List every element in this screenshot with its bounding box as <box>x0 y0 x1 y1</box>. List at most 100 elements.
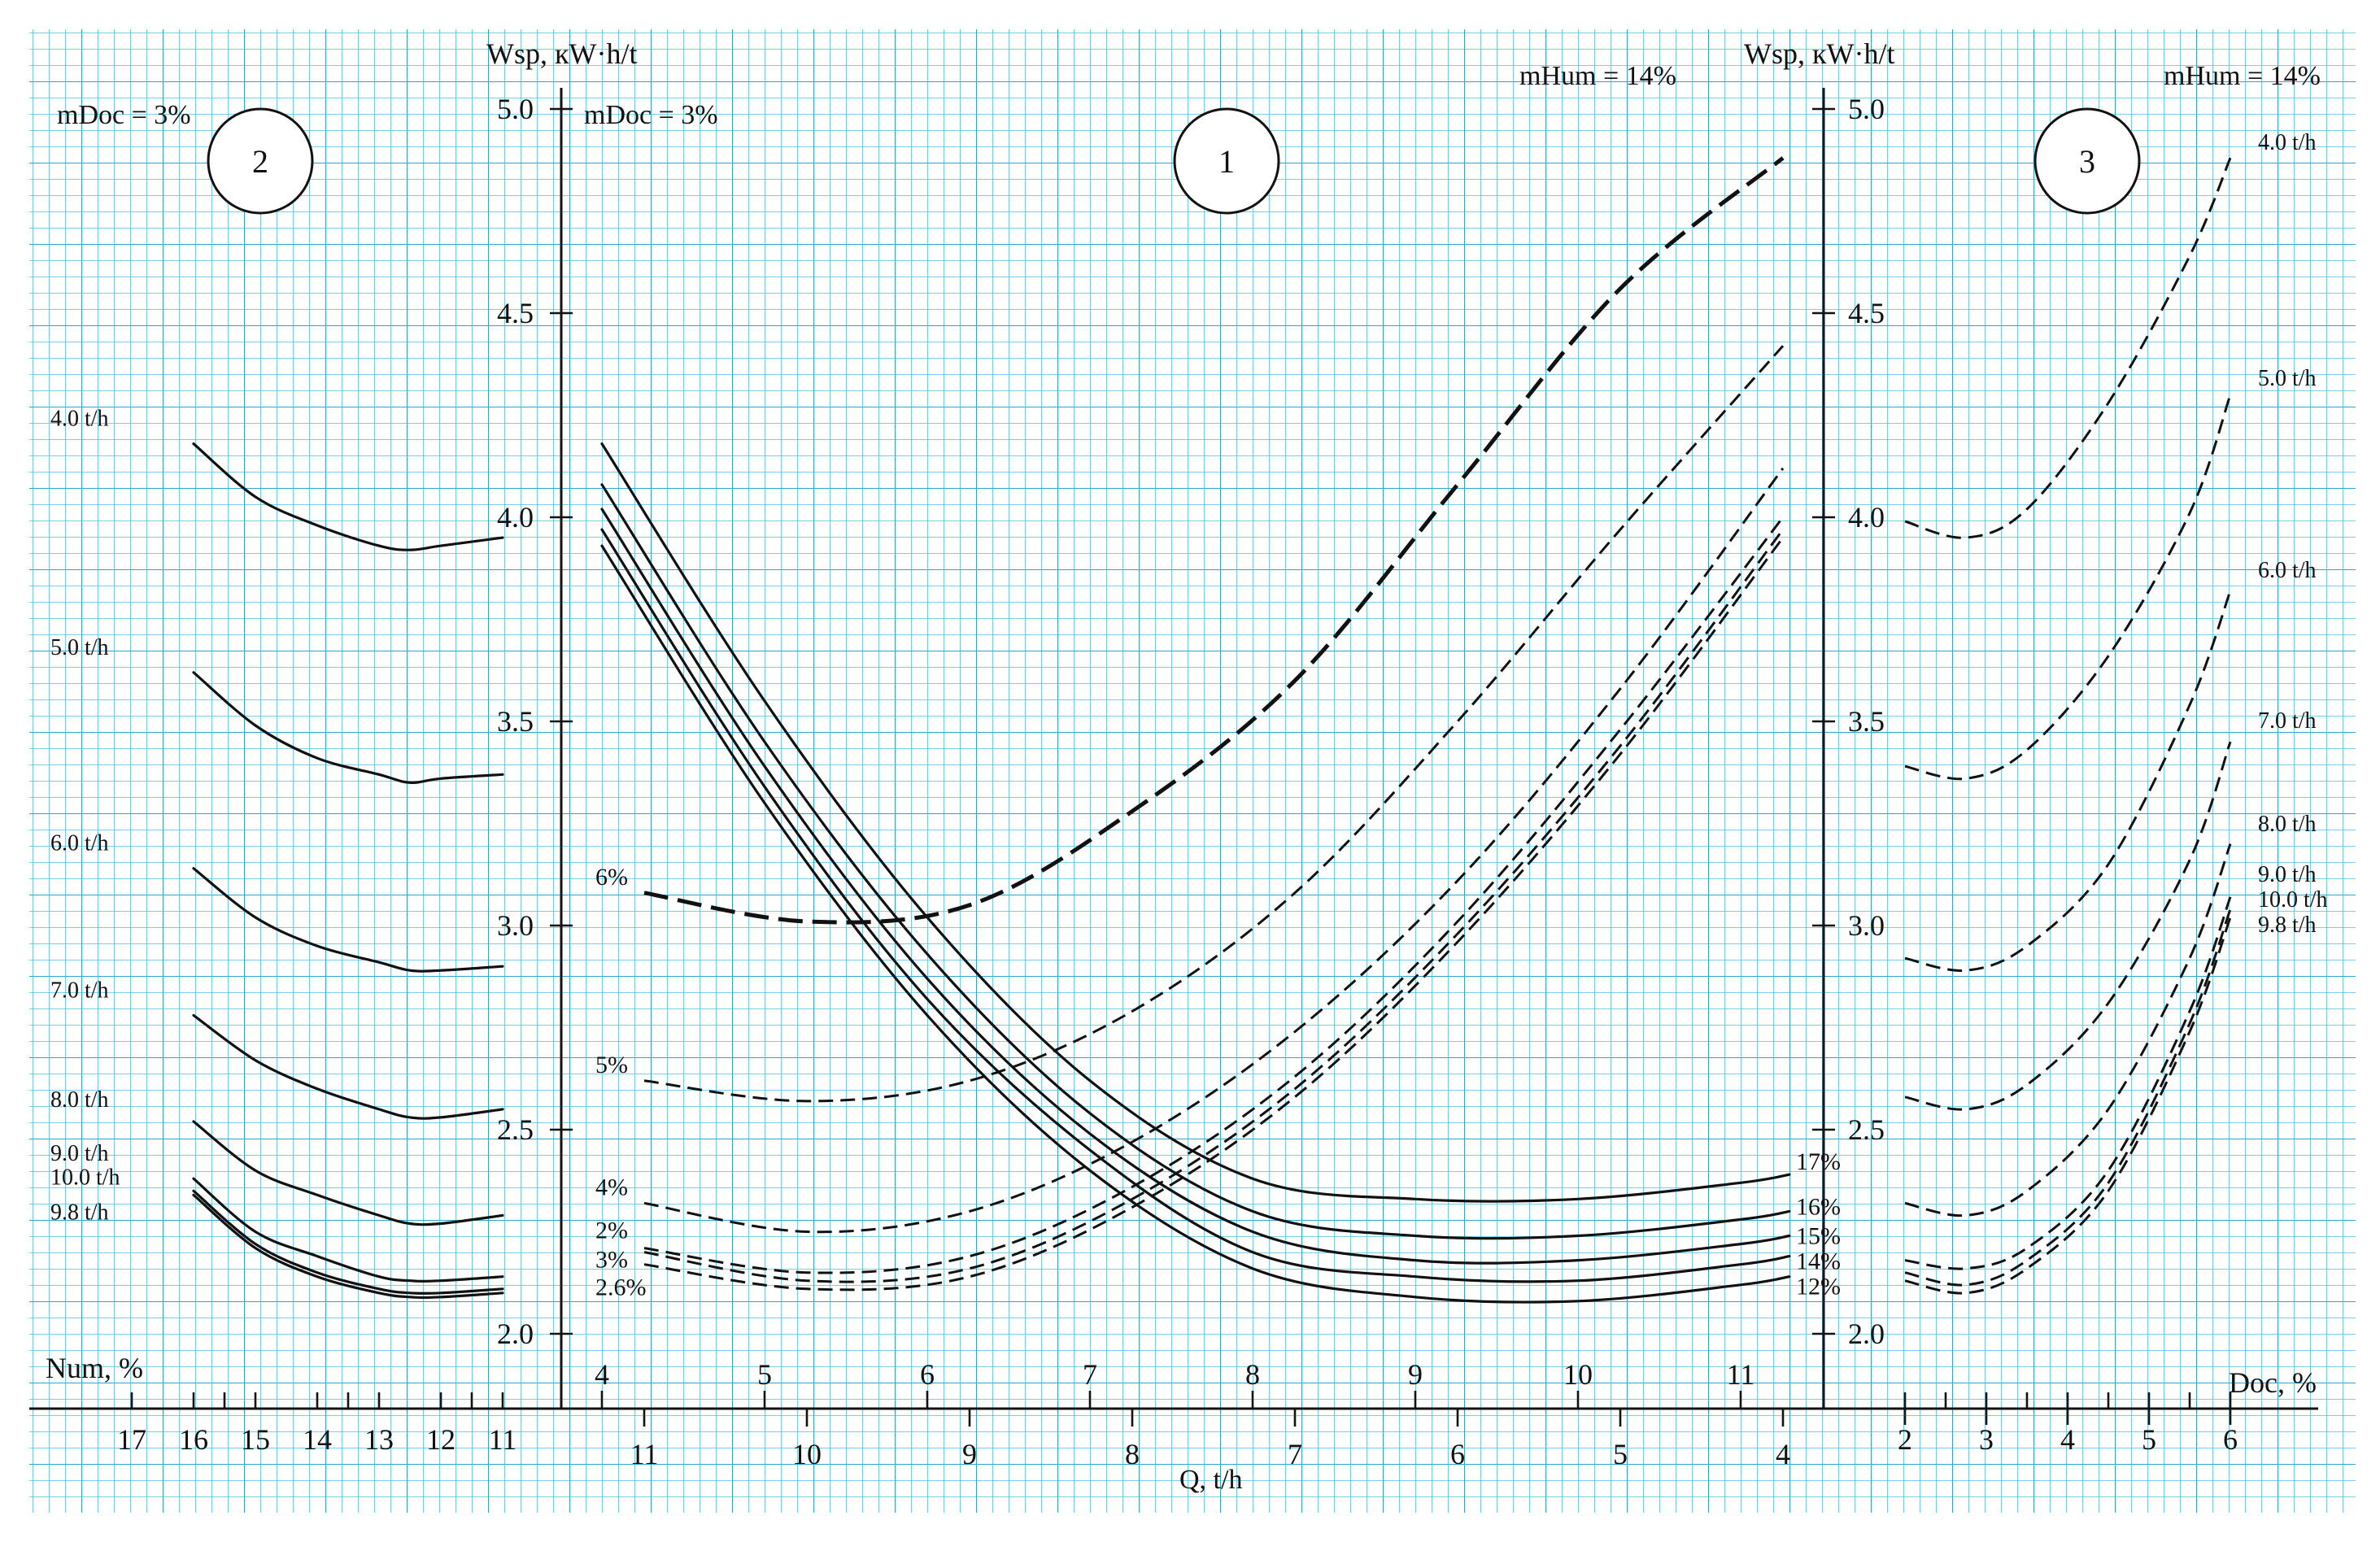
panel-3-circle <box>2033 107 2141 215</box>
series-line-panel2-9-0-t-h <box>192 1177 504 1283</box>
series-line-panel2-9-8-t-h <box>192 1193 504 1300</box>
series-line-panel2-7-0-t-h <box>192 1013 504 1120</box>
series-label-panel1-num: 14% <box>1796 1248 1841 1275</box>
doc-axis-label: Doc, % <box>2229 1366 2317 1399</box>
q-bottom-tick-label: 7 <box>1288 1438 1302 1470</box>
series-label-panel1-num: 16% <box>1796 1193 1841 1220</box>
series-label-panel1-doc: 4% <box>595 1174 628 1200</box>
num-tick-label: 17 <box>117 1423 146 1456</box>
q-top-tick-label: 10 <box>1563 1358 1593 1391</box>
num-tick-label: 12 <box>426 1423 456 1456</box>
series-label-panel1-num: 12% <box>1796 1274 1841 1300</box>
q-top-tick-label: 8 <box>1245 1358 1260 1391</box>
series-label-panel3: 7.0 t/h <box>2258 708 2317 734</box>
panel-2-number: 2 <box>252 143 268 180</box>
series-label-panel3: 9.0 t/h <box>2258 862 2317 887</box>
panel-markers: 2 1 3 <box>207 107 2141 215</box>
q-axis-label: Q, t/h <box>1179 1465 1242 1495</box>
mhum-right-label: mHum = 14% <box>2164 61 2321 91</box>
wsp-tick-label-main: 2.0 <box>497 1318 534 1350</box>
num-tick-label: 15 <box>241 1423 270 1456</box>
series-line-panel3-9-0-t-h <box>1904 896 2232 1270</box>
series-line-panel1-num-16 <box>600 483 1791 1240</box>
q-bottom-tick-label: 10 <box>792 1438 822 1470</box>
q-bottom-tick-label: 8 <box>1125 1438 1140 1470</box>
series-label-panel1-num: 17% <box>1796 1148 1841 1175</box>
graph-paper-grid <box>29 29 2356 1513</box>
panel-2-circle <box>207 107 314 215</box>
series-line-panel3-4-0-t-h <box>1904 157 2232 539</box>
series-line-panel1-doc-6 <box>643 156 1785 925</box>
doc-tick-label: 3 <box>1979 1423 1994 1456</box>
series-label-panel2: 4.0 t/h <box>50 407 109 432</box>
wsp-tick-label-main: 3.5 <box>497 705 534 738</box>
series-line-panel2-8-0-t-h <box>192 1120 504 1226</box>
series-line-panel1-doc-4 <box>643 467 1785 1234</box>
doc-tick-label: 2 <box>1898 1423 1912 1456</box>
series-label-panel2: 9.0 t/h <box>50 1141 109 1166</box>
labels: Wsp, кW·h/t Wsp, кW·h/t mDoc = 3% mDoc =… <box>46 37 2321 1495</box>
series-line-panel1-num-15 <box>600 507 1791 1265</box>
wsp-tick-label-right: 3.5 <box>1848 705 1885 738</box>
series-label-panel3: 10.0 t/h <box>2258 887 2328 913</box>
q-top-tick-label: 9 <box>1408 1358 1423 1391</box>
series-line-panel1-doc-2 <box>643 516 1785 1274</box>
series-label-panel2: 7.0 t/h <box>50 978 109 1003</box>
q-top-tick-label: 6 <box>920 1358 935 1391</box>
axes <box>29 88 2318 1410</box>
series-label-panel1-doc: 6% <box>595 864 628 891</box>
series-label-panel2: 8.0 t/h <box>50 1087 109 1113</box>
wsp-axis-title-right: Wsp, кW·h/t <box>1744 37 1894 70</box>
doc-tick-label: 5 <box>2142 1423 2156 1456</box>
num-axis-label: Num, % <box>46 1352 143 1384</box>
series-line-panel3-9-8-t-h <box>1904 917 2232 1295</box>
series-label-panel1-doc: 2.6% <box>595 1274 647 1301</box>
num-tick-label: 16 <box>179 1423 208 1456</box>
num-tick-label: 11 <box>489 1423 517 1456</box>
wsp-tick-label-main: 4.0 <box>497 501 534 534</box>
panel-1-number: 1 <box>1218 143 1235 180</box>
q-bottom-tick-label: 9 <box>962 1438 977 1470</box>
series-line-panel3-7-0-t-h <box>1904 741 2232 1111</box>
series-line-panel3-8-0-t-h <box>1904 843 2232 1217</box>
num-tick-label: 14 <box>303 1423 332 1456</box>
series-line-panel3-6-0-t-h <box>1904 590 2232 972</box>
series-line-panel1-doc-2-6 <box>643 537 1785 1292</box>
wsp-tick-label-right: 4.5 <box>1848 297 1885 329</box>
series-label-panel3: 4.0 t/h <box>2258 130 2317 155</box>
wsp-tick-label-main: 2.5 <box>497 1113 534 1146</box>
num-tick-label: 13 <box>364 1423 394 1456</box>
series-line-panel1-num-12 <box>600 544 1791 1304</box>
series-label-panel2: 9.8 t/h <box>50 1200 109 1225</box>
doc-tick-label: 4 <box>2060 1423 2075 1456</box>
series-line-panel1-num-17 <box>600 442 1791 1203</box>
wsp-tick-label-right: 4.0 <box>1848 501 1885 534</box>
series-line-panel2-6-0-t-h <box>192 867 504 973</box>
series-line-panel2-10-0-t-h <box>192 1189 504 1295</box>
q-top-tick-label: 7 <box>1083 1358 1097 1391</box>
wsp-tick-label-main: 5.0 <box>497 93 534 125</box>
q-bottom-tick-label: 11 <box>630 1438 659 1470</box>
series-label-panel1-doc: 5% <box>595 1052 628 1078</box>
series-label-panel1-num: 15% <box>1796 1223 1841 1250</box>
mhum-main-label: mHum = 14% <box>1519 61 1676 91</box>
wsp-tick-label-right: 2.0 <box>1848 1318 1885 1350</box>
wsp-tick-label-right: 5.0 <box>1848 93 1885 125</box>
mdoc-left-label: mDoc = 3% <box>57 100 191 130</box>
wsp-tick-label-main: 3.0 <box>497 909 534 942</box>
q-bottom-tick-label: 4 <box>1776 1438 1790 1470</box>
series-line-panel1-doc-3 <box>643 529 1785 1283</box>
series-label-panel2: 5.0 t/h <box>50 635 109 660</box>
q-bottom-tick-label: 6 <box>1450 1438 1465 1470</box>
doc-tick-label: 6 <box>2223 1423 2238 1456</box>
series-label-panel3: 8.0 t/h <box>2258 812 2317 837</box>
wsp-tick-label-right: 2.5 <box>1848 1113 1885 1146</box>
panel-3-number: 3 <box>2079 143 2095 180</box>
series-label-panel2: 10.0 t/h <box>50 1165 120 1190</box>
wsp-axis-title-main: Wsp, кW·h/t <box>486 37 637 70</box>
wsp-tick-label-right: 3.0 <box>1848 909 1885 942</box>
series-line-panel3-5-0-t-h <box>1904 394 2232 781</box>
series-line-panel1-num-14 <box>600 528 1791 1283</box>
series-label-panel3: 5.0 t/h <box>2258 366 2317 391</box>
